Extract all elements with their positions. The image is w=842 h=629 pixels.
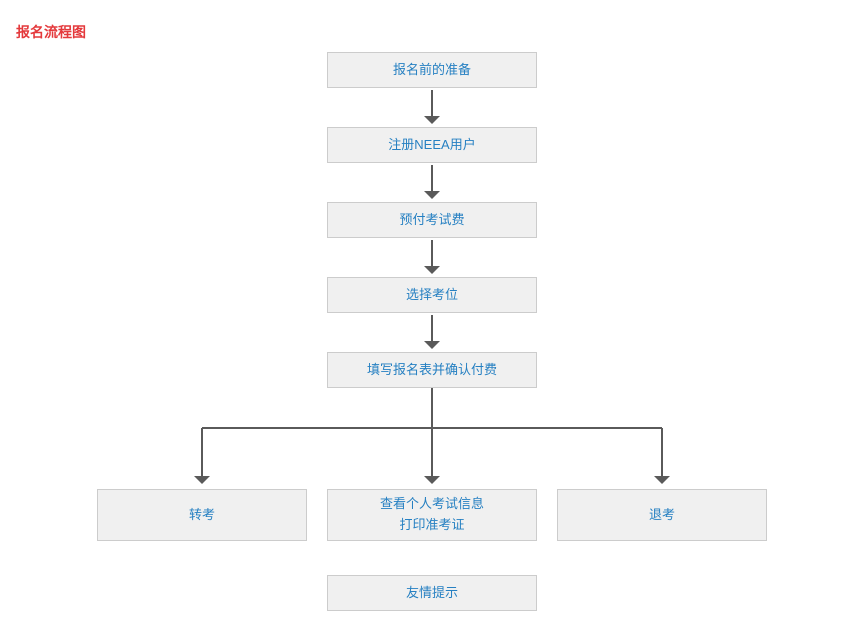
- page-title: 报名流程图: [16, 22, 86, 42]
- step-form[interactable]: 填写报名表并确认付费: [327, 352, 537, 388]
- arrow-down-icon: [420, 165, 444, 199]
- step-register[interactable]: 注册NEEA用户: [327, 127, 537, 163]
- step-seat[interactable]: 选择考位: [327, 277, 537, 313]
- node-label: 报名前的准备: [393, 60, 471, 81]
- node-label: 注册NEEA用户: [388, 135, 475, 156]
- node-label: 填写报名表并确认付费: [367, 360, 497, 381]
- node-label: 查看个人考试信息打印准考证: [380, 494, 484, 536]
- branch-view[interactable]: 查看个人考试信息打印准考证: [327, 489, 537, 541]
- arrow-down-icon: [420, 90, 444, 124]
- node-label: 选择考位: [406, 285, 458, 306]
- node-label: 退考: [649, 505, 675, 526]
- arrow-down-icon: [420, 240, 444, 274]
- node-label: 预付考试费: [399, 210, 464, 231]
- branch-refund[interactable]: 退考: [557, 489, 767, 541]
- node-label: 转考: [189, 505, 215, 526]
- node-label: 友情提示: [406, 583, 458, 604]
- branch-split-icon: [190, 388, 674, 484]
- step-prepay[interactable]: 预付考试费: [327, 202, 537, 238]
- arrow-down-icon: [420, 315, 444, 349]
- step-tips[interactable]: 友情提示: [327, 575, 537, 611]
- step-prep[interactable]: 报名前的准备: [327, 52, 537, 88]
- branch-transfer[interactable]: 转考: [97, 489, 307, 541]
